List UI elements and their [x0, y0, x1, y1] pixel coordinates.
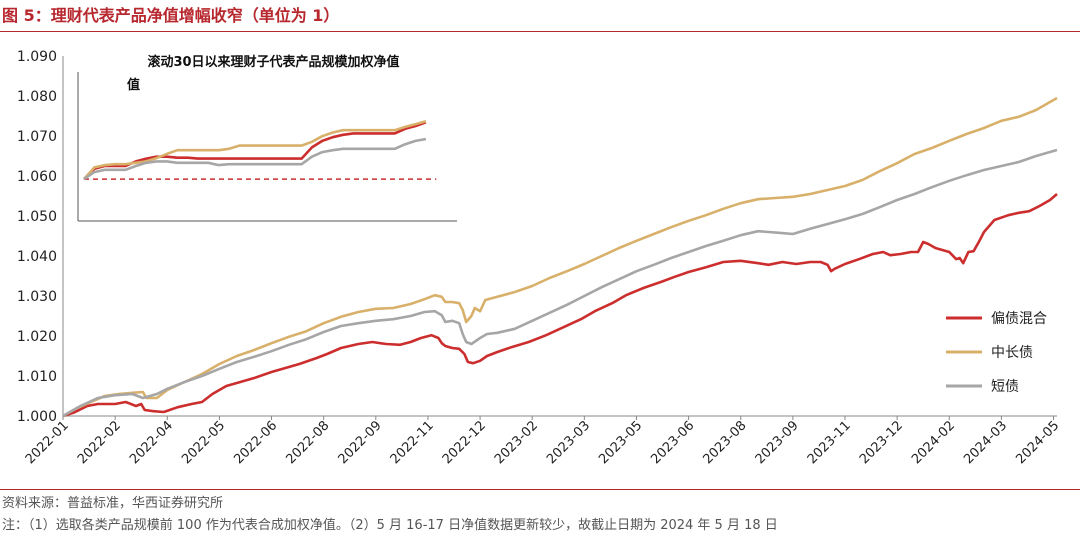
footnote: 注：（1）选取各类产品规模前 100 作为代表合成加权净值。（2）5 月 16-…	[2, 518, 778, 533]
x-tick-label: 2022-02	[75, 418, 124, 467]
x-tick-label: 2023-06	[648, 418, 697, 467]
x-axis-tick-labels: 2022-01 2022-02 2022-04 2022-05 2022-06 2022-…	[23, 418, 1063, 467]
footer-divider	[0, 489, 1080, 490]
y-tick-label: 1.000	[17, 409, 57, 425]
legend-label-1: 偏债混合	[991, 311, 1047, 327]
x-tick-label: 2024-03	[961, 418, 1010, 467]
y-tick-label: 1.030	[17, 289, 57, 305]
x-tick-label: 2024-02	[909, 418, 958, 467]
series-line-3	[62, 148, 1058, 418]
legend-label-3: 短债	[991, 379, 1019, 395]
x-tick-label: 2023-05	[596, 418, 645, 467]
y-tick-label: 1.060	[17, 169, 57, 185]
inset-series-line-2	[83, 120, 427, 180]
inset-title-line-1: 滚动30日以来理财子代表产品规模加权净值	[147, 54, 399, 70]
inset-series-line-1	[83, 121, 427, 181]
main-axes	[62, 56, 1057, 420]
x-tick-label: 2024-05	[1013, 418, 1062, 467]
y-axis-tick-labels: 1.000 1.010 1.020 1.030 1.040 1.050 1.060 1.070…	[17, 49, 57, 425]
x-tick-label: 2022-09	[336, 418, 385, 467]
figure-title: 图 5：理财代表产品净值增幅收窄（单位为 1）	[2, 6, 340, 25]
y-tick-label: 1.010	[17, 369, 57, 385]
x-tick-label: 2022-11	[388, 418, 437, 467]
title-divider	[0, 31, 1080, 32]
y-tick-label: 1.040	[17, 249, 57, 265]
y-tick-label: 1.020	[17, 329, 57, 345]
x-tick-label: 2022-08	[283, 418, 332, 467]
y-tick-label: 1.050	[17, 209, 57, 225]
x-tick-label: 2023-11	[805, 418, 854, 467]
inset-series-line-3	[83, 137, 427, 181]
x-tick-label: 2023-12	[857, 418, 906, 467]
y-tick-label: 1.090	[17, 49, 57, 65]
x-tick-label: 2022-06	[231, 418, 280, 467]
y-tick-label: 1.070	[17, 129, 57, 145]
x-tick-label: 2023-09	[753, 418, 802, 467]
legend-label-2: 中长债	[991, 345, 1033, 361]
x-tick-label: 2023-08	[701, 418, 750, 467]
x-tick-label: 2022-05	[179, 418, 228, 467]
inset-title-line-2: 值	[127, 77, 140, 93]
nav-line-chart: 2022-01 2022-02 2022-04 2022-05 2022-06 2022-…	[17, 49, 1063, 467]
x-tick-label: 2022-04	[127, 418, 176, 467]
x-tick-label: 2023-02	[492, 418, 541, 467]
x-tick-label: 2023-03	[544, 418, 593, 467]
series-line-2	[62, 96, 1058, 418]
x-tick-label: 2022-01	[23, 418, 72, 467]
source-note: 资料来源：普益标准，华西证券研究所	[2, 496, 224, 511]
x-tick-label: 2022-12	[440, 418, 489, 467]
series-line-1	[62, 193, 1058, 418]
y-tick-label: 1.080	[17, 89, 57, 105]
main-series-lines	[62, 96, 1058, 418]
